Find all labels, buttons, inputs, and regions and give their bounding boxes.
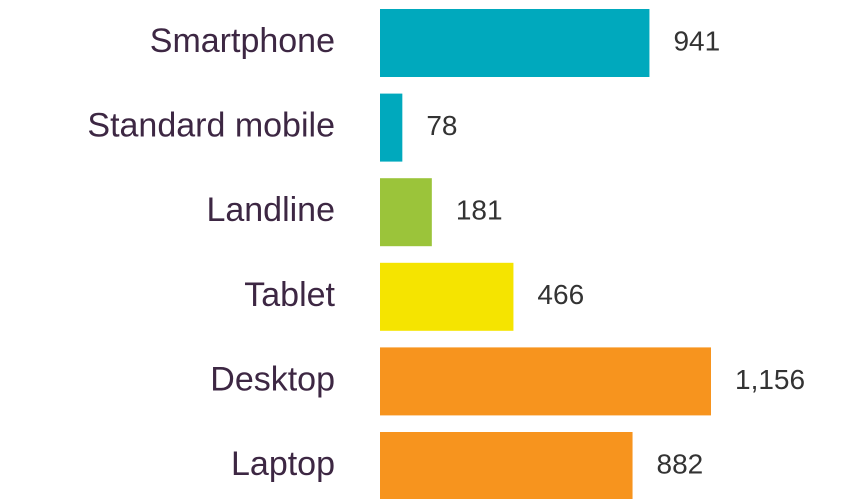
bar bbox=[380, 262, 514, 331]
value-label: 181 bbox=[456, 195, 503, 226]
value-label: 882 bbox=[657, 448, 704, 479]
category-label: Smartphone bbox=[150, 22, 335, 60]
bar bbox=[380, 432, 633, 499]
bar bbox=[380, 178, 432, 247]
value-label: 941 bbox=[673, 25, 720, 56]
value-label: 1,156 bbox=[735, 364, 805, 395]
category-label: Laptop bbox=[231, 445, 335, 483]
category-label: Standard mobile bbox=[87, 107, 335, 145]
bar bbox=[380, 347, 711, 416]
bar bbox=[380, 9, 650, 77]
value-label: 78 bbox=[426, 110, 457, 141]
category-label: Desktop bbox=[210, 360, 335, 398]
value-label: 466 bbox=[537, 279, 584, 310]
bar bbox=[380, 93, 403, 162]
category-label: Landline bbox=[206, 191, 335, 229]
category-label: Tablet bbox=[244, 276, 335, 314]
